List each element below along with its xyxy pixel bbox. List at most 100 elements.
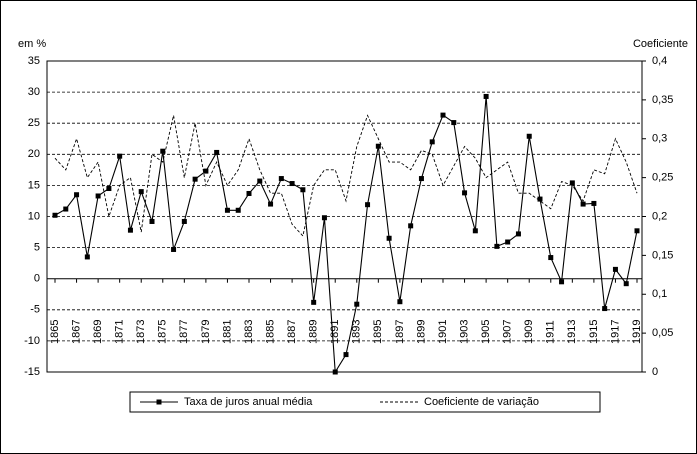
x-tick-label: 1873 [135, 320, 147, 344]
marker [117, 153, 123, 159]
y2-tick-label: 0,1 [652, 288, 667, 300]
y-tick-label: 20 [28, 148, 40, 160]
marker [408, 223, 414, 229]
y-tick-label: -5 [30, 304, 40, 316]
x-tick-label: 1881 [221, 320, 233, 344]
marker [354, 301, 360, 307]
marker [580, 201, 586, 207]
y-tick-label: -10 [24, 335, 40, 347]
x-tick-label: 1897 [394, 320, 406, 344]
marker [515, 231, 521, 237]
marker [526, 133, 532, 139]
x-tick-label: 1909 [523, 320, 535, 344]
marker [569, 180, 575, 186]
marker [84, 254, 90, 260]
marker [224, 207, 230, 213]
marker [386, 235, 392, 241]
x-tick-label: 1899 [415, 320, 427, 344]
marker [332, 369, 338, 375]
marker [418, 176, 424, 182]
series-line [54, 114, 638, 237]
marker [149, 218, 155, 224]
x-tick-label: 1889 [308, 320, 320, 344]
x-tick-label: 1907 [502, 320, 514, 344]
marker [181, 218, 187, 224]
y2-axis-label: Coeficiente [633, 38, 688, 50]
marker [138, 189, 144, 195]
marker [451, 120, 457, 126]
x-tick-label: 1867 [70, 320, 82, 344]
x-tick-label: 1887 [286, 320, 298, 344]
marker [52, 212, 58, 218]
marker [623, 281, 629, 287]
plot-frame [46, 60, 643, 373]
marker [257, 178, 263, 184]
marker [203, 168, 209, 174]
x-tick-label: 1895 [372, 320, 384, 344]
marker [235, 207, 241, 213]
x-tick-label: 1883 [243, 320, 255, 344]
marker [127, 227, 133, 233]
marker [171, 246, 177, 252]
marker [505, 239, 511, 245]
y2-tick-label: 0,15 [652, 249, 673, 261]
y-tick-label: 25 [28, 117, 40, 129]
x-tick-label: 1905 [480, 320, 492, 344]
marker [397, 299, 403, 305]
marker [63, 206, 69, 212]
marker [440, 112, 446, 118]
marker [160, 148, 166, 154]
marker [472, 228, 478, 234]
x-tick-label: 1917 [609, 320, 621, 344]
x-tick-label: 1911 [545, 320, 557, 344]
marker [429, 139, 435, 145]
x-tick-label: 1869 [92, 320, 104, 344]
marker [483, 93, 489, 99]
x-tick-label: 1919 [631, 320, 643, 344]
marker [365, 202, 371, 208]
x-tick-label: 1891 [329, 320, 341, 344]
marker [192, 176, 198, 182]
y2-tick-label: 0,05 [652, 327, 673, 339]
x-tick-label: 1871 [114, 320, 126, 344]
marker [74, 192, 80, 198]
y2-tick-label: 0 [652, 366, 658, 378]
x-tick-label: 1893 [351, 320, 363, 344]
x-tick-label: 1903 [458, 320, 470, 344]
x-tick-label: 1885 [264, 320, 276, 344]
marker [462, 190, 468, 196]
marker [106, 186, 112, 192]
marker [95, 193, 101, 199]
marker [268, 201, 274, 207]
marker [214, 149, 220, 155]
legend-marker [156, 399, 162, 405]
y2-tick-label: 0,35 [652, 94, 673, 106]
y-tick-label: 35 [28, 55, 40, 67]
legend-label: Taxa de juros anual média [184, 396, 313, 408]
marker [612, 266, 618, 272]
x-tick-label: 1875 [157, 320, 169, 344]
x-tick-label: 1913 [566, 320, 578, 344]
marker [246, 190, 252, 196]
marker [559, 279, 565, 285]
marker [548, 255, 554, 261]
legend-label: Coeficiente de variação [424, 396, 539, 408]
y-tick-label: 5 [34, 242, 40, 254]
marker [537, 196, 543, 202]
marker [602, 306, 608, 312]
marker [591, 200, 597, 206]
legend-box [129, 391, 601, 413]
marker [321, 215, 327, 221]
x-tick-label: 1901 [437, 320, 449, 344]
marker [289, 181, 295, 187]
marker [300, 187, 306, 193]
marker [494, 243, 500, 249]
y2-tick-label: 0,3 [652, 133, 667, 145]
marker [278, 176, 284, 182]
y-tick-label: 15 [28, 179, 40, 191]
y-tick-label: 10 [28, 210, 40, 222]
marker [343, 352, 349, 358]
x-tick-label: 1865 [49, 320, 61, 344]
x-tick-label: 1877 [178, 320, 190, 344]
y2-tick-label: 0,4 [652, 55, 667, 67]
